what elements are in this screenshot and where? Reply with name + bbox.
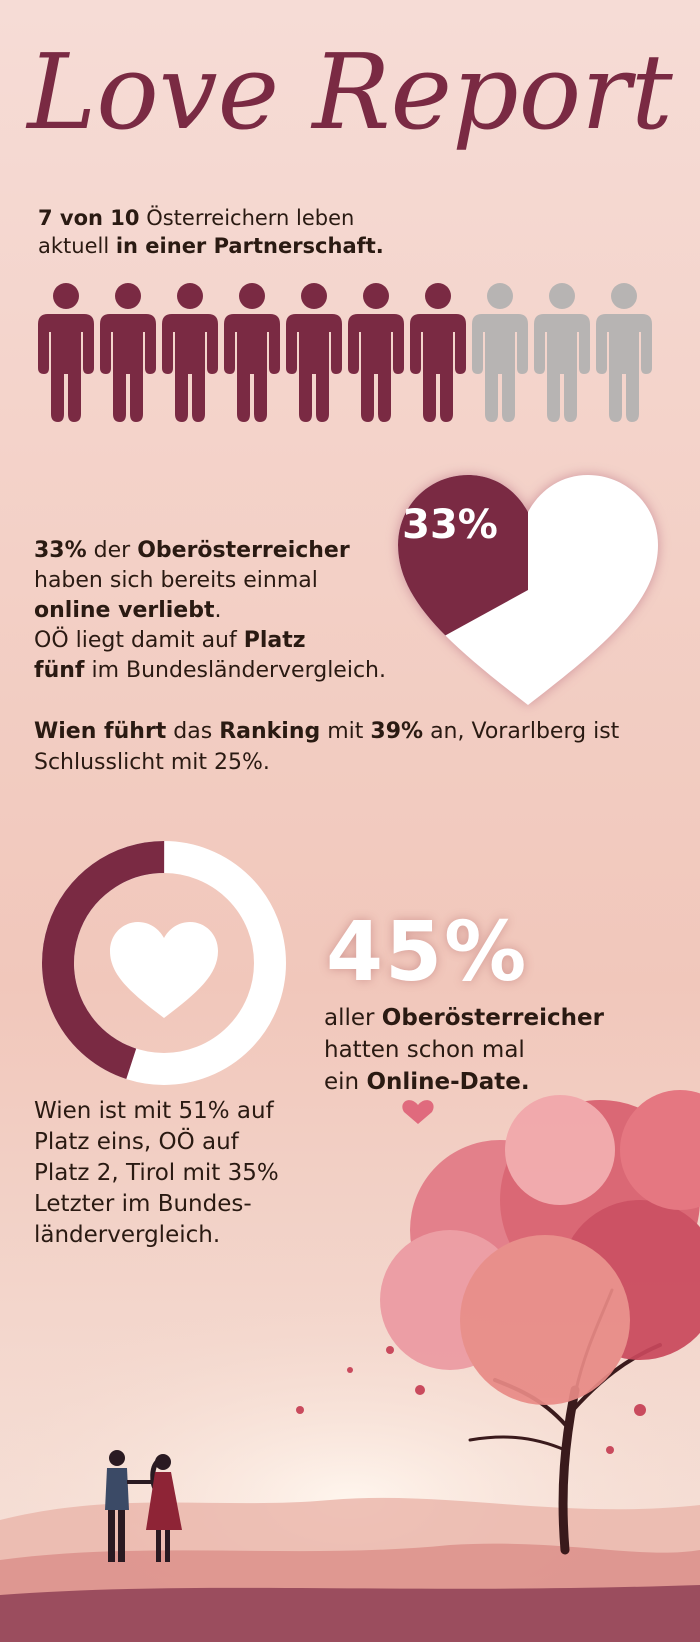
online-love-t5: OÖ liegt damit auf: [34, 628, 244, 653]
person-icon: [348, 283, 404, 422]
partnership-text-1: Österreichern leben: [139, 206, 355, 230]
ranking-a: Wien führt: [34, 719, 167, 744]
online-love-region: Oberösterreicher: [137, 538, 350, 563]
online-date-t5: Online-Date.: [366, 1069, 530, 1095]
online-love-t6: Platz: [243, 628, 306, 653]
partnership-text-3: in einer Partnerschaft.: [115, 234, 384, 258]
couple-tree-illustration: [0, 1090, 700, 1642]
online-date-text: aller Oberösterreicher hatten schon mal …: [324, 1002, 664, 1098]
person-icon: [534, 283, 590, 422]
online-love-t7: fünf: [34, 658, 85, 683]
ranking-d: mit: [320, 719, 371, 744]
ranking-c: Ranking: [219, 719, 321, 744]
donut-chart: [42, 841, 286, 1085]
partnership-count: 7 von 10: [38, 206, 140, 230]
heart-chart: 33%: [398, 475, 658, 705]
heart-fill-wedge: [398, 475, 528, 696]
person-icon: [286, 283, 342, 422]
ranking-f: an, Vorarlberg ist: [423, 719, 620, 744]
online-love-pct: 33%: [34, 538, 87, 563]
comparison-l4: Letzter im Bundes-: [34, 1191, 252, 1217]
online-date-percentage: 45%: [326, 905, 529, 1000]
online-date-t2: Oberösterreicher: [381, 1005, 604, 1031]
online-love-t1: der: [86, 538, 138, 563]
partnership-text-2: aktuell: [38, 234, 116, 258]
person-icon: [410, 283, 466, 422]
heart-percentage-label: 33%: [402, 502, 498, 548]
person-icon: [472, 283, 528, 422]
online-date-t1: aller: [324, 1005, 382, 1031]
person-icon: [162, 283, 218, 422]
online-date-t4: ein: [324, 1069, 367, 1095]
heart-icon: [110, 922, 218, 1018]
partnership-stat-text: 7 von 10 Österreichern leben aktuell in …: [38, 204, 458, 260]
page-title: Love Report: [25, 31, 673, 153]
person-icon: [38, 283, 94, 422]
online-love-t4: .: [214, 598, 222, 623]
online-love-t3: online verliebt: [34, 598, 215, 623]
online-love-text: 33% der Oberösterreicher haben sich bere…: [34, 536, 424, 686]
comparison-l2: Platz eins, OÖ auf: [34, 1129, 239, 1155]
ranking-g: Schlusslicht mit 25%.: [34, 750, 270, 775]
comparison-l5: ländervergleich.: [34, 1222, 221, 1248]
online-date-t3: hatten schon mal: [324, 1037, 525, 1063]
comparison-l1: Wien ist mit 51% auf: [34, 1098, 274, 1124]
ranking-b: das: [166, 719, 220, 744]
online-love-t2: haben sich bereits einmal: [34, 568, 318, 593]
page-title-text: Love Report: [25, 31, 673, 153]
people-icon-row: [38, 283, 652, 422]
comparison-text: Wien ist mit 51% auf Platz eins, OÖ auf …: [34, 1096, 314, 1251]
ranking-text: Wien führt das Ranking mit 39% an, Vorar…: [34, 716, 674, 778]
person-icon: [596, 283, 652, 422]
person-icon: [224, 283, 280, 422]
online-love-t8: im Bundesländervergleich.: [84, 658, 386, 683]
ranking-e: 39%: [370, 719, 424, 744]
person-icon: [100, 283, 156, 422]
comparison-l3: Platz 2, Tirol mit 35%: [34, 1160, 279, 1186]
